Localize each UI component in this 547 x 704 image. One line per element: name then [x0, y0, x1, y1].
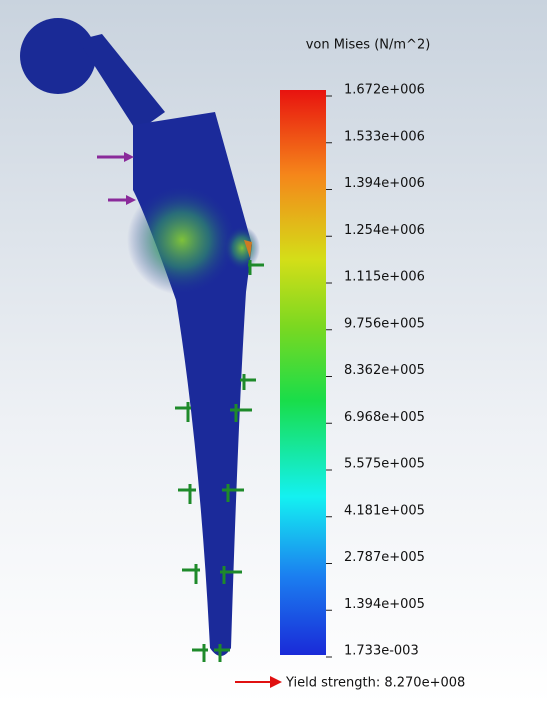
- background: [0, 0, 547, 704]
- tick-label: 1.533e+006: [344, 129, 425, 144]
- color-scale: [280, 90, 326, 655]
- tick-label: 1.672e+006: [344, 83, 425, 98]
- tick-label: 1.394e+006: [344, 176, 425, 191]
- tick-label: 4.181e+005: [344, 503, 425, 518]
- tick-label: 8.362e+005: [344, 363, 425, 378]
- tick-label: 6.968e+005: [344, 410, 425, 425]
- tick-label: 2.787e+005: [344, 550, 425, 565]
- yield-strength: Yield strength: 8.270e+008: [285, 676, 465, 691]
- legend-title: von Mises (N/m^2): [306, 38, 431, 53]
- page: von Mises (N/m^2) 1.672e+006 1.533e+006 1.…: [0, 0, 547, 704]
- tick-label: 1.394e+005: [344, 597, 425, 612]
- screen: von Mises (N/m^2) 1.672e+006 1.533e+006 1.…: [0, 0, 547, 704]
- tick-label: 1.254e+006: [344, 223, 425, 238]
- tick-label: 1.115e+006: [344, 270, 425, 285]
- tick-label: 1.733e-003: [344, 644, 419, 659]
- tick-label: 5.575e+005: [344, 457, 425, 472]
- tick-label: 9.756e+005: [344, 316, 425, 331]
